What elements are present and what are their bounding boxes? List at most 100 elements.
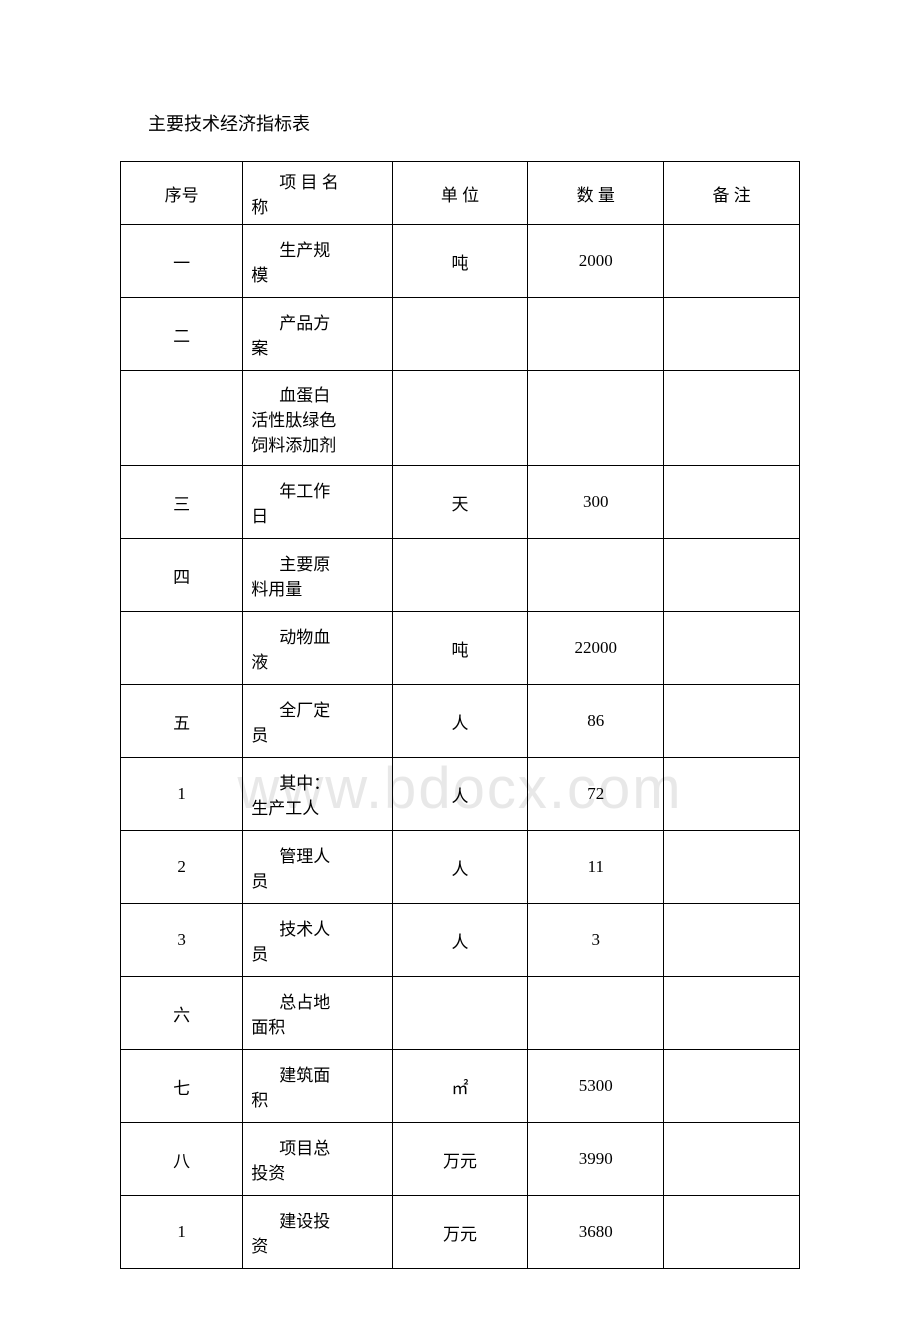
table-row: 七 建筑面 积 ㎡ 5300 [121, 1050, 800, 1123]
cell-name-line2: 面积 [251, 1013, 383, 1038]
cell-seq: 四 [121, 539, 243, 612]
cell-remark [664, 758, 800, 831]
header-qty: 数 量 [528, 162, 664, 225]
cell-unit: ㎡ [392, 1050, 528, 1123]
cell-name-line2: 员 [251, 867, 383, 892]
cell-seq: 八 [121, 1123, 243, 1196]
cell-unit: 吨 [392, 225, 528, 298]
cell-name-line1: 产品方 [251, 309, 383, 334]
cell-qty: 2000 [528, 225, 664, 298]
cell-seq: 一 [121, 225, 243, 298]
cell-name-line2: 投资 [251, 1159, 383, 1184]
cell-name-line1: 血蛋白 [251, 381, 383, 406]
cell-qty: 72 [528, 758, 664, 831]
cell-name: 主要原 料用量 [243, 539, 392, 612]
cell-name: 动物血 液 [243, 612, 392, 685]
cell-remark [664, 225, 800, 298]
cell-name: 项目总 投资 [243, 1123, 392, 1196]
cell-qty: 22000 [528, 612, 664, 685]
cell-seq [121, 612, 243, 685]
cell-seq: 二 [121, 298, 243, 371]
cell-name-line2: 模 [251, 261, 383, 286]
header-name: 项 目 名 称 [243, 162, 392, 225]
cell-unit: 人 [392, 904, 528, 977]
cell-name-line1: 总占地 [251, 988, 383, 1013]
cell-remark [664, 1196, 800, 1269]
cell-name-line2: 员 [251, 940, 383, 965]
cell-qty: 3990 [528, 1123, 664, 1196]
cell-name: 建设投 资 [243, 1196, 392, 1269]
cell-remark [664, 685, 800, 758]
cell-name-line1: 项目总 [251, 1134, 383, 1159]
cell-remark [664, 539, 800, 612]
cell-seq: 1 [121, 758, 243, 831]
cell-name: 建筑面 积 [243, 1050, 392, 1123]
cell-qty [528, 977, 664, 1050]
cell-unit [392, 298, 528, 371]
cell-name-line2: 活性肽绿色 [251, 406, 383, 431]
cell-qty [528, 539, 664, 612]
cell-name-line2: 生产工人 [251, 794, 383, 819]
cell-name: 产品方 案 [243, 298, 392, 371]
cell-name-line3: 饲料添加剂 [251, 431, 383, 456]
cell-unit: 人 [392, 758, 528, 831]
cell-qty: 86 [528, 685, 664, 758]
cell-name-line2: 案 [251, 334, 383, 359]
cell-name-line1: 全厂定 [251, 696, 383, 721]
cell-name-line1: 年工作 [251, 477, 383, 502]
header-name-line1: 项 目 名 [251, 168, 383, 193]
cell-unit: 人 [392, 831, 528, 904]
cell-name-line1: 建筑面 [251, 1061, 383, 1086]
cell-name-line2: 积 [251, 1086, 383, 1111]
cell-name: 全厂定 员 [243, 685, 392, 758]
cell-name-line1: 建设投 [251, 1207, 383, 1232]
cell-name: 血蛋白 活性肽绿色 饲料添加剂 [243, 371, 392, 466]
cell-unit [392, 977, 528, 1050]
cell-remark [664, 1050, 800, 1123]
cell-unit [392, 371, 528, 466]
table-row: 六 总占地 面积 [121, 977, 800, 1050]
cell-name-line1: 动物血 [251, 623, 383, 648]
table-row: 1 建设投 资 万元 3680 [121, 1196, 800, 1269]
cell-name-line1: 技术人 [251, 915, 383, 940]
cell-name-line1: 管理人 [251, 842, 383, 867]
table-row: 四 主要原 料用量 [121, 539, 800, 612]
cell-remark [664, 371, 800, 466]
economic-indicators-table: 序号 项 目 名 称 单 位 数 量 备 注 一 生产规 模 吨 2000 二 … [120, 161, 800, 1269]
table-header-row: 序号 项 目 名 称 单 位 数 量 备 注 [121, 162, 800, 225]
table-row: 3 技术人 员 人 3 [121, 904, 800, 977]
cell-qty [528, 371, 664, 466]
table-row: 二 产品方 案 [121, 298, 800, 371]
cell-unit [392, 539, 528, 612]
cell-seq [121, 371, 243, 466]
cell-seq: 三 [121, 466, 243, 539]
table-row: 血蛋白 活性肽绿色 饲料添加剂 [121, 371, 800, 466]
table-row: 五 全厂定 员 人 86 [121, 685, 800, 758]
cell-unit: 天 [392, 466, 528, 539]
cell-name-line1: 主要原 [251, 550, 383, 575]
cell-name: 管理人 员 [243, 831, 392, 904]
cell-qty: 300 [528, 466, 664, 539]
cell-qty [528, 298, 664, 371]
cell-unit: 人 [392, 685, 528, 758]
cell-remark [664, 977, 800, 1050]
cell-seq: 六 [121, 977, 243, 1050]
cell-remark [664, 831, 800, 904]
table-row: 动物血 液 吨 22000 [121, 612, 800, 685]
cell-unit: 万元 [392, 1123, 528, 1196]
table-row: 2 管理人 员 人 11 [121, 831, 800, 904]
cell-qty: 11 [528, 831, 664, 904]
cell-unit: 万元 [392, 1196, 528, 1269]
cell-name-line2: 料用量 [251, 575, 383, 600]
cell-seq: 五 [121, 685, 243, 758]
cell-name: 生产规 模 [243, 225, 392, 298]
cell-seq: 3 [121, 904, 243, 977]
cell-remark [664, 612, 800, 685]
cell-name: 年工作 日 [243, 466, 392, 539]
cell-remark [664, 466, 800, 539]
cell-name-line2: 员 [251, 721, 383, 746]
cell-seq: 七 [121, 1050, 243, 1123]
cell-remark [664, 298, 800, 371]
cell-name: 总占地 面积 [243, 977, 392, 1050]
cell-qty: 5300 [528, 1050, 664, 1123]
